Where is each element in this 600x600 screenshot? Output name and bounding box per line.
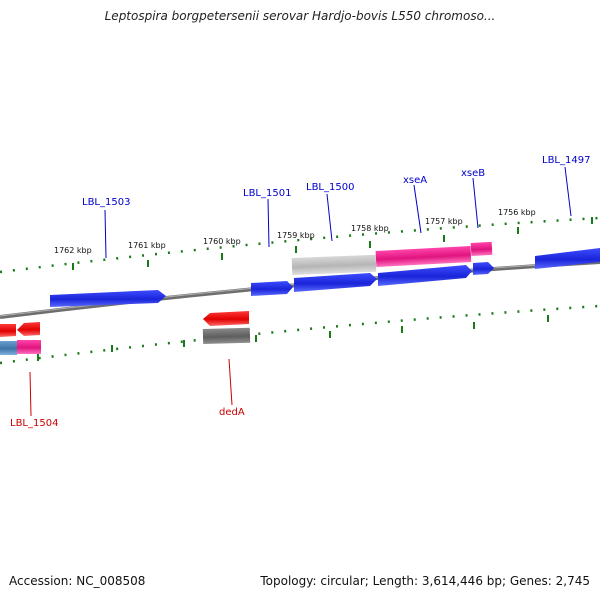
gene-label-xseb[interactable]: xseB <box>461 168 485 179</box>
gene-label-xsea[interactable]: xseA <box>403 175 427 186</box>
gene-label-lbl-1503[interactable]: LBL_1503 <box>82 197 130 208</box>
gene-label-lbl-1500[interactable]: LBL_1500 <box>306 182 354 193</box>
gene-teal-left[interactable] <box>0 341 17 355</box>
gene-label-lbl-1504[interactable]: LBL_1504 <box>10 418 58 429</box>
tick-label: 1756 kbp <box>498 208 536 217</box>
gene-gray-block[interactable] <box>291 254 377 275</box>
tick-label: 1758 kbp <box>351 224 389 233</box>
gene-dedA-gray[interactable] <box>202 327 251 344</box>
major-ticks-upper <box>72 217 593 270</box>
gene-lbl-1503[interactable] <box>50 290 166 307</box>
gene-red-left-b[interactable] <box>17 322 40 336</box>
gene-red-left-a[interactable] <box>0 324 16 337</box>
accession-label: Accession: NC_008508 <box>9 574 146 588</box>
gene-label-lbl-1501[interactable]: LBL_1501 <box>243 188 291 199</box>
gene-lbl-1497[interactable] <box>535 248 600 269</box>
tick-label: 1757 kbp <box>425 217 463 226</box>
gene-label-lbl-1497[interactable]: LBL_1497 <box>542 155 590 166</box>
major-ticks-lower <box>37 315 549 361</box>
tick-label: 1761 kbp <box>128 241 166 250</box>
lower-tick-ring <box>0 304 600 365</box>
gene-labels: LBL_1497 xseB xseA LBL_1500 LBL_1501 LBL… <box>10 155 590 429</box>
label-leaders <box>29 166 572 417</box>
gene-xsea-pink[interactable] <box>375 246 472 267</box>
tick-label: 1760 kbp <box>203 237 241 246</box>
topology-summary: Topology: circular; Length: 3,614,446 bp… <box>260 574 590 588</box>
gene-lbl-1501[interactable] <box>251 281 293 296</box>
tick-label: 1759 kbp <box>277 231 315 240</box>
gene-label-deda[interactable]: dedA <box>219 407 245 418</box>
gene-xseb-forward[interactable] <box>473 262 494 275</box>
gene-xsea-forward[interactable] <box>378 265 472 286</box>
gene-lbl-1500[interactable] <box>294 273 377 292</box>
gene-xseb-pink[interactable] <box>470 241 493 256</box>
forward-strand-genes <box>50 241 600 307</box>
tick-label: 1762 kbp <box>54 246 92 255</box>
gene-dedA[interactable] <box>203 311 249 326</box>
gene-pink-left[interactable] <box>17 340 41 354</box>
kbp-tick-labels: 1756 kbp 1757 kbp 1758 kbp 1759 kbp 1760… <box>54 208 536 255</box>
reverse-strand-genes <box>0 311 251 355</box>
map-title: Leptospira borgpetersenii serovar Hardjo… <box>104 9 496 23</box>
